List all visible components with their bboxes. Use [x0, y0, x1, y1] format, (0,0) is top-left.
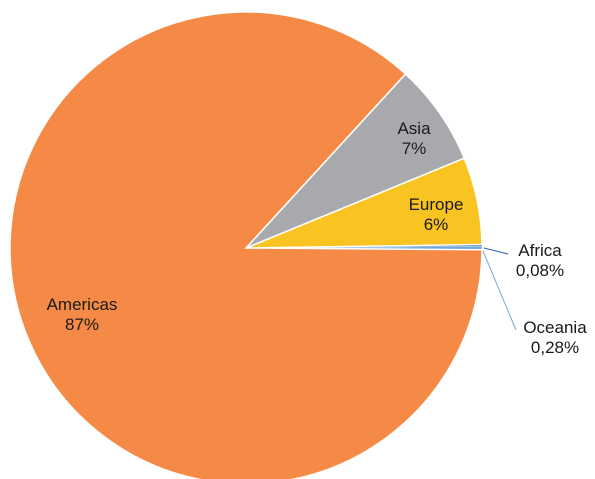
leader-line-oceania — [482, 250, 517, 331]
slice-label-asia: Asia — [397, 119, 431, 138]
pie-slice-asia — [245, 72, 466, 249]
slice-value-asia: 7% — [402, 139, 427, 158]
slice-label-europe: Europe — [409, 195, 464, 214]
leader-line-africa — [483, 247, 509, 255]
slice-value-oceania: 0,28% — [531, 338, 579, 357]
slice-label-oceania: Oceania — [523, 318, 587, 337]
slice-label-americas: Americas — [47, 295, 118, 314]
slice-label-africa: Africa — [518, 241, 562, 260]
pie-slice-americas — [9, 11, 483, 479]
slice-value-americas: 87% — [65, 315, 99, 334]
slice-value-africa: 0,08% — [516, 261, 564, 280]
slice-value-europe: 6% — [424, 215, 449, 234]
